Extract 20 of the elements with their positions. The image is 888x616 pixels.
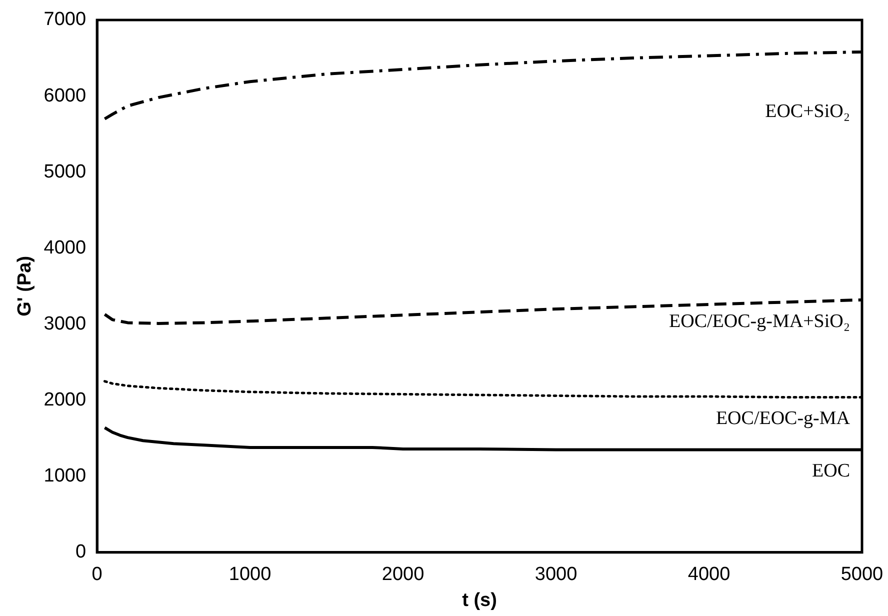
- y-tick-label: 1000: [44, 466, 86, 487]
- x-tick-label: 2000: [382, 564, 424, 586]
- x-tick-label: 1000: [228, 564, 272, 586]
- x-tick-label: 5000: [840, 564, 884, 586]
- text: EOC+SiO₂: [765, 100, 850, 122]
- x-tick-label: 4000: [688, 564, 730, 586]
- x-tick-label: 0: [92, 564, 102, 586]
- y-tick-label: 2000: [44, 390, 86, 411]
- y-tick-label: 7000: [44, 9, 86, 30]
- y-tick-label: 0: [75, 542, 86, 563]
- x-tick-label: 3000: [534, 564, 578, 586]
- series-label: EOC/EOC-g-MA+SiO₂: [669, 310, 850, 332]
- y-tick-label: 6000: [44, 85, 86, 106]
- x-axis-title: t (s): [462, 590, 497, 611]
- y-axis-title: G' (Pa): [14, 256, 36, 316]
- y-tick-label: 5000: [44, 161, 86, 182]
- y-tick-label: 3000: [44, 313, 86, 334]
- y-tick-label: 4000: [44, 237, 86, 258]
- series-label: EOC: [812, 460, 850, 482]
- series-label: EOC/EOC-g-MA: [716, 408, 850, 430]
